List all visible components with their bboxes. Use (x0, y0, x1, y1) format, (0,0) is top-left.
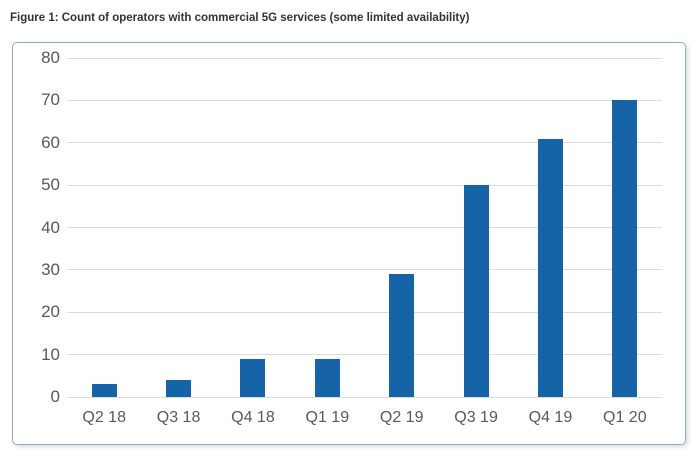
x-axis-tick-label-q4-18: Q4 18 (231, 409, 275, 426)
bar-slot-q3-18 (141, 58, 215, 397)
y-axis-tick-label-30: 30 (41, 259, 60, 279)
bars (67, 58, 662, 397)
x-axis-tick-label-q1-20: Q1 20 (603, 409, 647, 426)
gridline-10 (67, 354, 662, 356)
figure-title: Figure 1: Count of operators with commer… (10, 12, 470, 24)
gridline-40 (67, 227, 662, 228)
y-axis-tick-label-60: 60 (41, 132, 60, 152)
chart-panel: Q2 18 Q3 18 Q4 18 Q1 19 Q2 19 Q3 19 Q4 19 Q1 20… (12, 42, 686, 445)
gridline-70 (67, 99, 662, 101)
y-axis-tick-label-50: 50 (41, 175, 60, 195)
x-axis-tick-label-q2-19: Q2 19 (379, 409, 424, 426)
gridline-80 (67, 57, 662, 59)
bar-q4-19 (537, 138, 563, 397)
bar-slot-q1-19 (290, 58, 364, 397)
gridlines (67, 57, 662, 398)
x-axis-tick-label-q1-19: Q1 19 (305, 409, 350, 426)
y-axis-tick-label-10: 10 (41, 344, 60, 364)
bar-slot-q2-18 (67, 58, 141, 397)
bar-q4-18 (240, 358, 266, 397)
x-axis-tick-label-q2-18: Q2 18 (82, 409, 126, 426)
y-axis-tick-label-40: 40 (41, 217, 60, 237)
bar-q1-19 (314, 358, 340, 397)
bar-slot-q4-18 (216, 58, 290, 397)
bar-slot-q2-19 (365, 58, 439, 397)
gridline-50 (67, 184, 662, 186)
gridline-60 (67, 142, 662, 144)
gridline-0 (67, 396, 662, 398)
bar-q3-18 (166, 380, 192, 397)
gridline-20 (67, 311, 662, 313)
x-axis-labels: Q2 18 Q3 18 Q4 18 Q1 19 Q2 19 Q3 19 Q4 19 Q1 20 (67, 409, 662, 427)
y-axis-tick-label-80: 80 (41, 48, 60, 67)
x-axis-tick-label-q3-19: Q3 19 (454, 409, 498, 426)
bar-slot-q1-20 (588, 58, 662, 397)
bar-q3-19 (463, 185, 489, 397)
plot-area (67, 57, 662, 398)
bar-slot-q3-19 (439, 58, 513, 397)
y-axis-tick-label-20: 20 (41, 302, 60, 322)
x-axis-tick-label-q4-19: Q4 19 (528, 409, 573, 426)
bar-q2-19 (389, 274, 415, 397)
y-axis-tick-label-0: 0 (50, 387, 60, 406)
bar-slot-q4-19 (513, 58, 587, 397)
bar-q2-18 (91, 384, 117, 397)
bar-q1-20 (612, 100, 638, 397)
x-axis-tick-label-q3-18: Q3 18 (156, 409, 201, 426)
gridline-30 (67, 269, 662, 271)
y-axis-tick-label-70: 70 (41, 90, 60, 110)
